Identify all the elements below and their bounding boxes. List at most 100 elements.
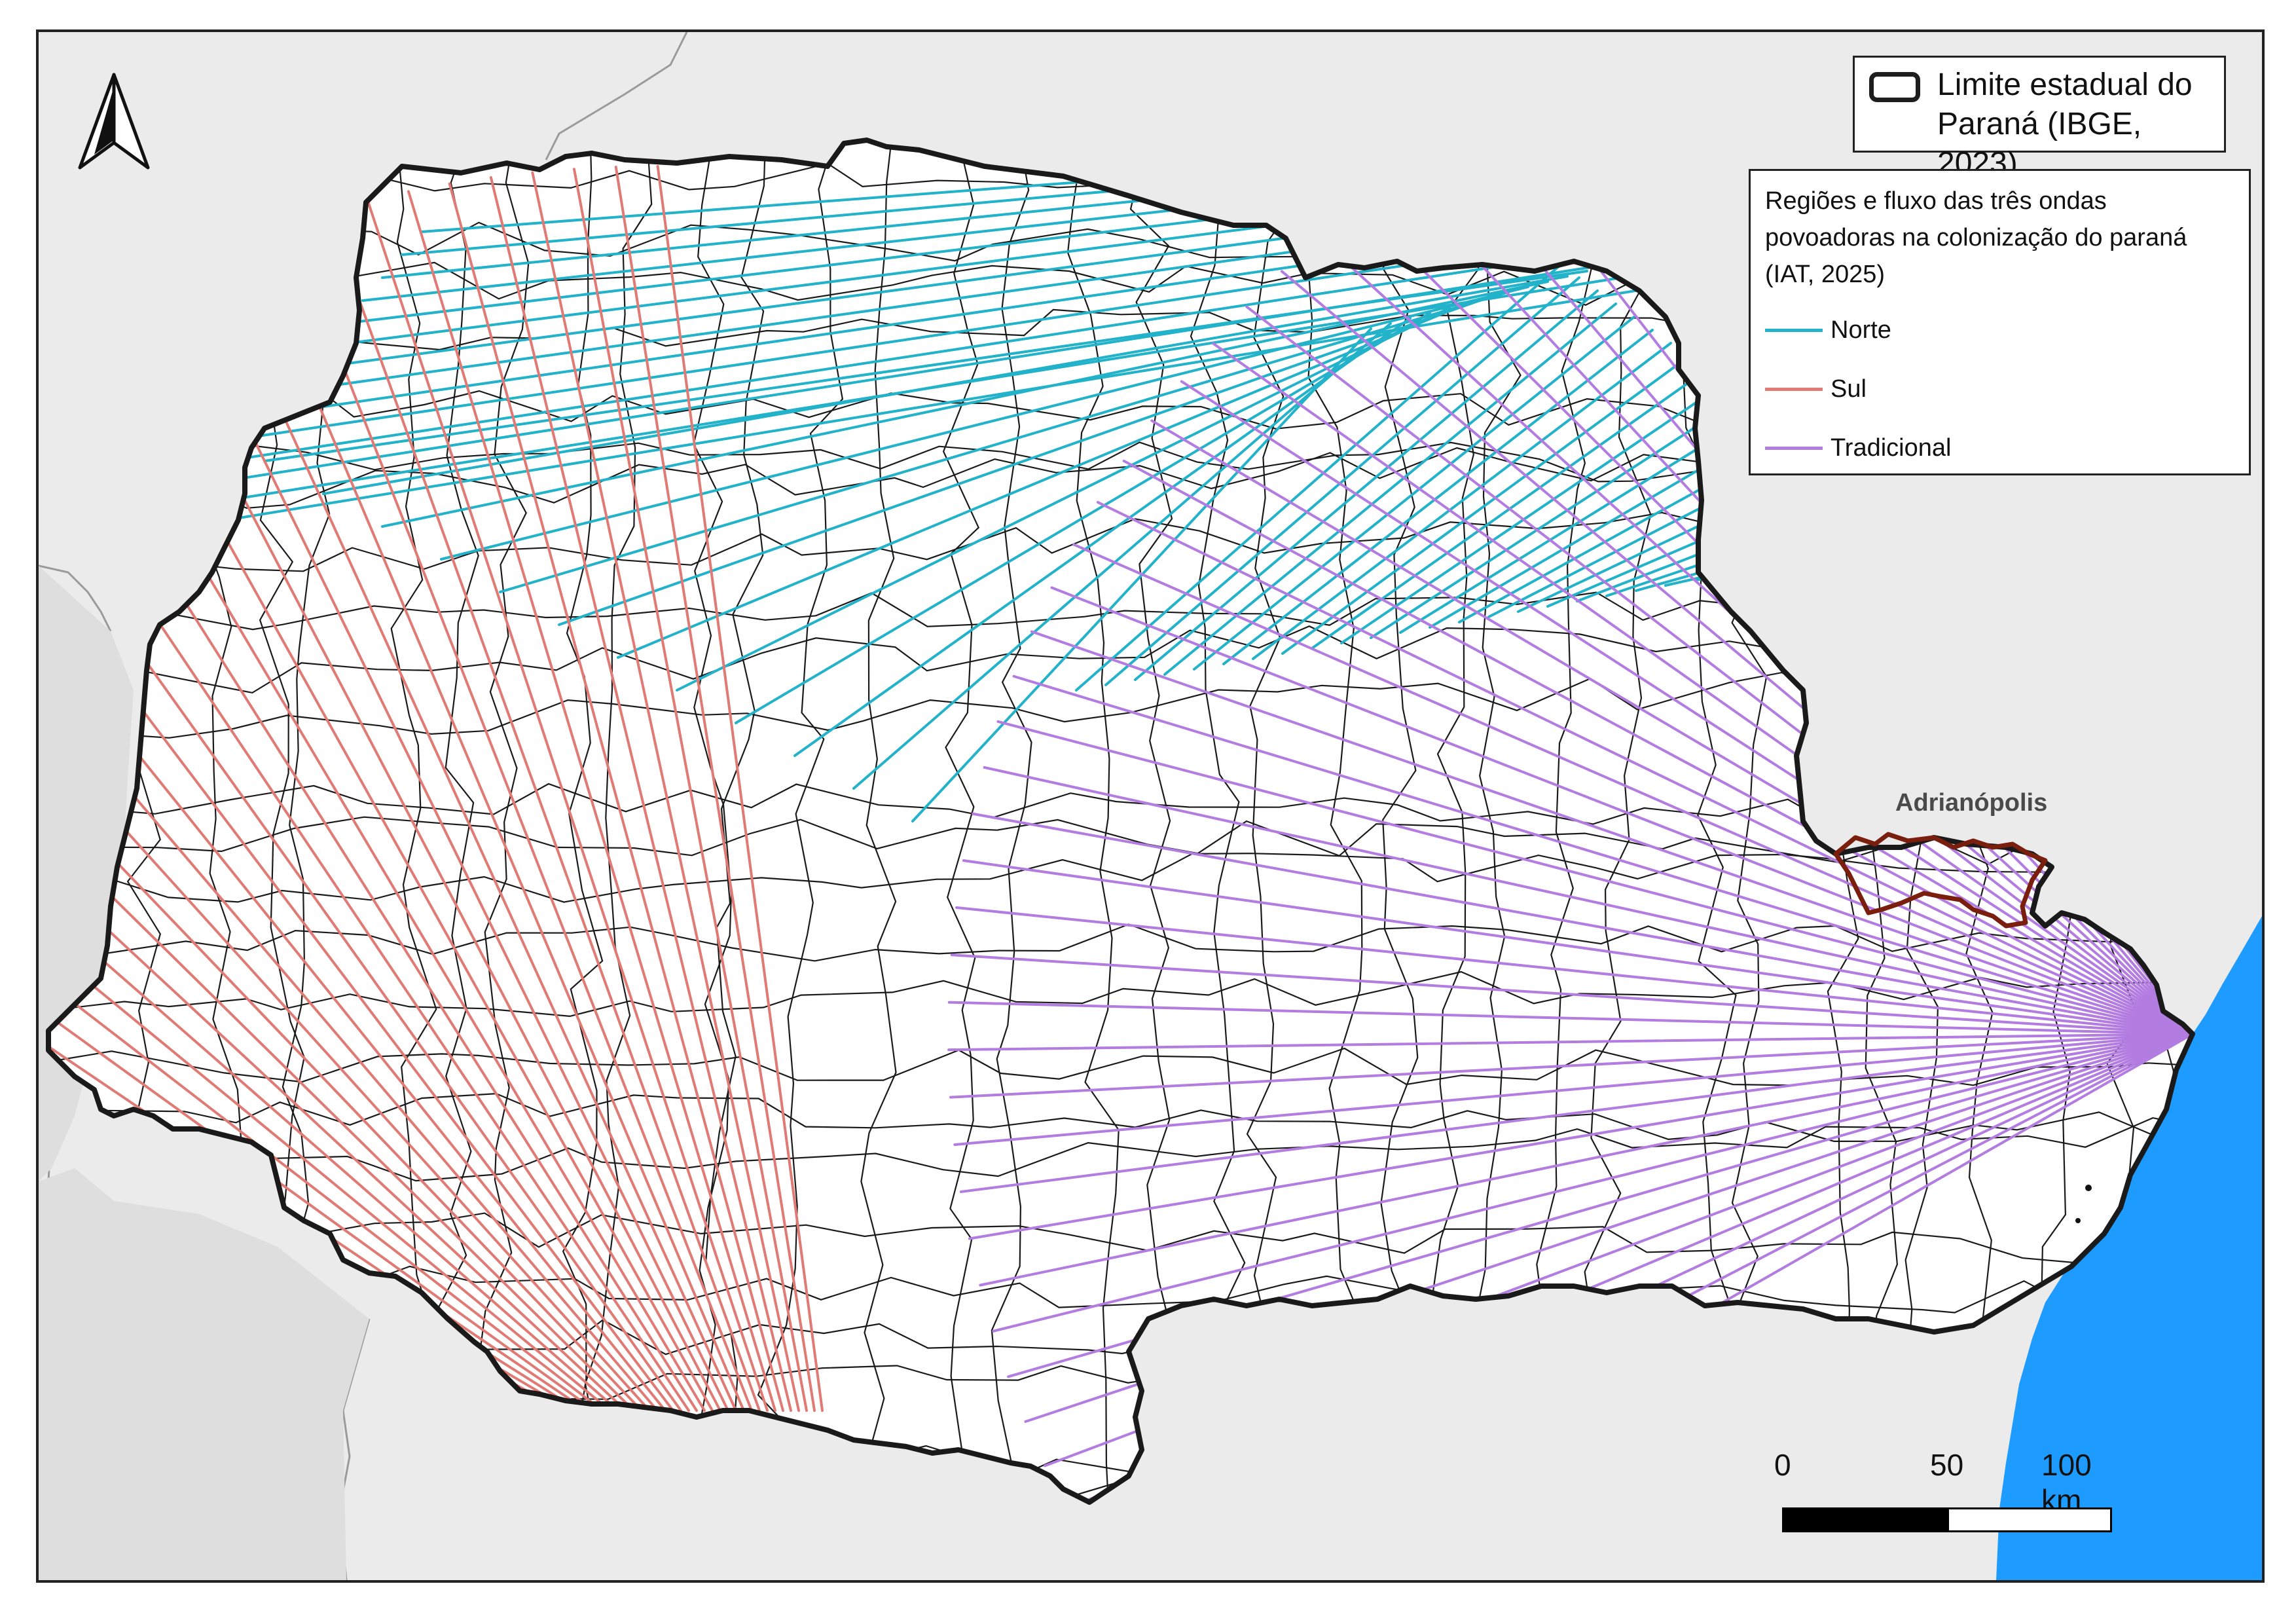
flow-line-tradicional (949, 1033, 2193, 1099)
flow-line-sul (48, 676, 604, 1412)
flow-line-sul (48, 462, 659, 1412)
municipal-boundary (48, 1265, 2193, 1314)
municipal-boundary (475, 140, 530, 1502)
flow-line-sul (285, 221, 753, 1412)
flow-line-norte (420, 178, 1117, 233)
boundary-legend-label: Limite estadual do Paraná (IBGE, 2023) (1937, 67, 2193, 181)
municipal-boundary (1306, 140, 1370, 1502)
flow-line-tradicional (983, 766, 2193, 1035)
municipal-boundary (757, 140, 844, 1502)
flow-line-tradicional (947, 1033, 2193, 1052)
legend-item-label: Sul (1831, 375, 1867, 403)
adrianopolis-boundary (1833, 832, 2048, 929)
municipal-boundary (390, 140, 441, 1502)
neighbor-border (545, 32, 688, 160)
municipal-boundary (1190, 140, 1246, 1502)
municipal-boundary (48, 852, 2193, 903)
scale-tick-0: 0 (1774, 1448, 1791, 1482)
flow-line-norte (302, 217, 1431, 371)
flow-line-tradicional (955, 906, 2193, 1035)
flow-line-sul (656, 165, 824, 1412)
flow-line-sul (48, 518, 643, 1412)
flow-line-norte (283, 224, 1484, 394)
flow-line-sul (614, 166, 816, 1412)
flow-line-tradicional (959, 1033, 2193, 1193)
municipal-boundary (584, 140, 653, 1502)
flow-line-sul (48, 489, 651, 1412)
scale-segment-white (1947, 1507, 2112, 1532)
ocean (1996, 916, 2262, 1580)
neighbor-border (39, 564, 112, 632)
flow-line-sul (48, 548, 635, 1412)
flow-line-norte (381, 191, 1222, 279)
flow-line-norte (1134, 289, 1599, 681)
flow-line-sul (448, 182, 784, 1412)
island (2085, 1185, 2092, 1191)
flow-line-tradicional (1122, 459, 2193, 1035)
boundary-legend: Limite estadual do Paraná (IBGE, 2023) (1853, 56, 2226, 181)
island (2075, 1218, 2081, 1223)
flow-line-sul (206, 249, 737, 1412)
scale-tick-50: 50 (1930, 1448, 1964, 1482)
municipal-boundary (1066, 140, 1120, 1502)
municipal-boundary (1233, 140, 1290, 1502)
flow-line-tradicional (1030, 630, 2193, 1035)
legend-item-label: Tradicional (1831, 434, 1952, 462)
flow-line-norte (322, 211, 1379, 348)
flow-line-tradicional (953, 1033, 2193, 1146)
flow-line-norte (1075, 263, 1562, 692)
flow-line-norte (381, 280, 1549, 528)
flow-line-sul (531, 171, 800, 1412)
tradicional-line-icon (1765, 447, 1823, 450)
flow-line-tradicional (968, 1033, 2193, 1240)
flow-line-norte (361, 198, 1274, 302)
map-canvas (39, 32, 2262, 1580)
flow-line-norte (165, 263, 1798, 531)
flow-line-norte (558, 296, 1490, 626)
flow-line-tradicional (947, 1001, 2193, 1035)
flow-line-norte (1193, 316, 1635, 671)
flow-line-sul (168, 265, 729, 1412)
flow-line-norte (342, 204, 1326, 325)
flow-line-norte (440, 286, 1529, 561)
flow-line-norte (1163, 303, 1617, 676)
municipal-boundary (436, 140, 479, 1502)
municipal-boundary (1129, 140, 1173, 1502)
flow-line-sul (48, 610, 619, 1412)
flow-line-norte (224, 244, 1641, 462)
flow-line-norte (499, 291, 1510, 593)
flow-line-tradicional (950, 953, 2193, 1035)
flow-line-tradicional (996, 720, 2193, 1035)
flow-line-tradicional (979, 1033, 2193, 1287)
flow-line-norte (401, 185, 1169, 256)
flow-line-sul (48, 578, 627, 1412)
flow-line-tradicional (1072, 543, 2193, 1035)
norte-line-icon (1765, 329, 1823, 332)
legend-item-label: Norte (1831, 316, 1891, 344)
flow-line-norte (1281, 355, 1690, 655)
flow-line-sul (48, 710, 596, 1412)
flow-line-sul (246, 234, 745, 1412)
flow-line-norte (617, 301, 1470, 659)
flow-line-norte (793, 317, 1412, 757)
flow-line-sul (572, 168, 808, 1412)
flow-line-tradicional (1150, 419, 2193, 1035)
flow-line-tradicional (992, 1033, 2193, 1333)
flow-line-sul (366, 199, 769, 1412)
flow-line-norte (676, 306, 1451, 692)
flow-line-norte (1370, 394, 1745, 639)
north-arrow-icon (77, 72, 151, 170)
flow-line-sul (48, 435, 666, 1412)
municipal-boundary (48, 1047, 2193, 1086)
boundary-swatch-icon (1869, 72, 1920, 102)
flow-line-norte (1694, 538, 1947, 581)
municipal-boundary (991, 140, 1032, 1502)
flow-line-norte (322, 275, 1569, 495)
scale-bar: 0 50 100 km (1768, 1447, 2121, 1532)
flow-line-sul (48, 410, 674, 1412)
waves-legend: Regiões e fluxo das três ondas povoadora… (1749, 169, 2251, 475)
flow-line-norte (263, 270, 1588, 462)
flow-line-sul (325, 210, 761, 1412)
waves-legend-title: Regiões e fluxo das três ondas povoadora… (1765, 187, 2187, 288)
flow-line-norte (1222, 329, 1654, 665)
